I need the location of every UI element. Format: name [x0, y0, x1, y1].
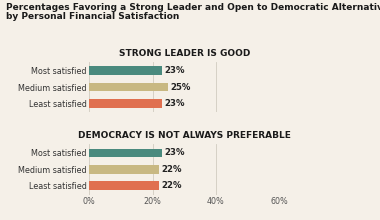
Bar: [89, 182, 159, 190]
Bar: [89, 99, 162, 108]
Title: DEMOCRACY IS NOT ALWAYS PREFERABLE: DEMOCRACY IS NOT ALWAYS PREFERABLE: [78, 131, 291, 140]
Title: STRONG LEADER IS GOOD: STRONG LEADER IS GOOD: [119, 49, 250, 58]
Text: 25%: 25%: [171, 82, 191, 92]
Bar: [89, 149, 162, 157]
Text: Percentages Favoring a Strong Leader and Open to Democratic Alternatives: Percentages Favoring a Strong Leader and…: [6, 3, 380, 12]
Text: 23%: 23%: [164, 148, 185, 158]
Text: by Personal Financial Satisfaction: by Personal Financial Satisfaction: [6, 12, 179, 21]
Bar: [89, 165, 159, 174]
Text: 23%: 23%: [164, 99, 185, 108]
Bar: [89, 83, 168, 91]
Bar: [89, 66, 162, 75]
Text: 22%: 22%: [161, 181, 182, 190]
Text: 22%: 22%: [161, 165, 182, 174]
Text: 23%: 23%: [164, 66, 185, 75]
